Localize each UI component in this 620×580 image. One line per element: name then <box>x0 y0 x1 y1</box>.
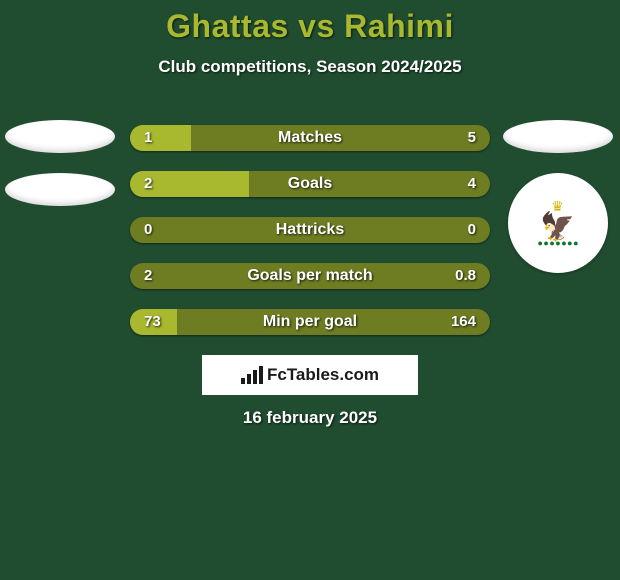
brand-text: FcTables.com <box>267 365 379 385</box>
stat-label: Hattricks <box>130 217 490 243</box>
player1-photo-placeholder <box>5 120 115 153</box>
right-avatars: ♛ 🦅 ● ● ● ● ● ● ● <box>500 120 615 273</box>
player1-club-placeholder <box>5 173 115 206</box>
page-title: Ghattas vs Rahimi <box>0 0 620 45</box>
brand-chart-icon <box>241 366 263 384</box>
stat-bars: 1Matches5 2Goals4 0Hattricks0 2Goals per ma… <box>130 125 490 355</box>
club-ring-text: ● ● ● ● ● ● ● <box>537 239 577 248</box>
stat-value-right: 0 <box>468 217 476 243</box>
eagle-icon: 🦅 <box>537 213 577 241</box>
stat-value-right: 164 <box>451 309 476 335</box>
left-avatars <box>5 120 120 226</box>
stat-row: 2Goals4 <box>130 171 490 197</box>
stat-value-right: 5 <box>468 125 476 151</box>
subtitle: Club competitions, Season 2024/2025 <box>0 57 620 77</box>
stat-value-right: 0.8 <box>455 263 476 289</box>
player2-photo-placeholder <box>503 120 613 153</box>
player2-club-badge: ♛ 🦅 ● ● ● ● ● ● ● <box>508 173 608 273</box>
stat-row: 73Min per goal164 <box>130 309 490 335</box>
brand-badge: FcTables.com <box>202 355 418 395</box>
comparison-card: Ghattas vs Rahimi Club competitions, Sea… <box>0 0 620 580</box>
stat-row: 2Goals per match0.8 <box>130 263 490 289</box>
stat-row: 1Matches5 <box>130 125 490 151</box>
stat-label: Matches <box>130 125 490 151</box>
stat-value-right: 4 <box>468 171 476 197</box>
stat-label: Min per goal <box>130 309 490 335</box>
stat-row: 0Hattricks0 <box>130 217 490 243</box>
stat-label: Goals <box>130 171 490 197</box>
club-badge-graphic: ♛ 🦅 ● ● ● ● ● ● ● <box>537 199 577 248</box>
snapshot-date: 16 february 2025 <box>0 408 620 428</box>
stat-label: Goals per match <box>130 263 490 289</box>
